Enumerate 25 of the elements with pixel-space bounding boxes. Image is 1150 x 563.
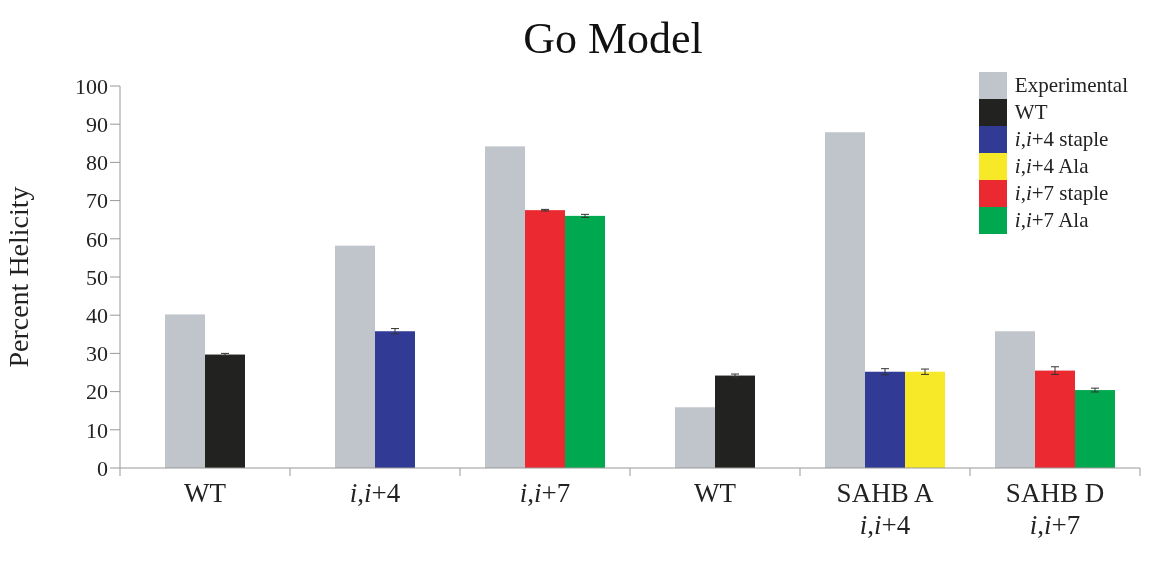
legend-label: i,i+4 Ala (1014, 154, 1089, 178)
x-tick-label: WT (694, 478, 737, 508)
chart-title: Go Model (522, 13, 704, 65)
category-label: SAHB A i,i+4 (836, 478, 934, 540)
y-tick-label: 10 (86, 417, 108, 443)
text: i,i+4 staple (1014, 127, 1109, 151)
x-tick-label: i,i+7 (519, 478, 571, 508)
y-tick-label: 30 (86, 341, 108, 367)
y-tick-label: 60 (86, 226, 108, 252)
y-tick-label: 40 (86, 303, 108, 329)
x-tick-label: WT (184, 478, 227, 508)
y-tick-label: 20 (86, 379, 108, 405)
y-tick-label: 50 (86, 264, 108, 290)
y-axis-title: Percent Helicity (2, 186, 34, 368)
y-tick-label: 80 (86, 150, 108, 176)
legend-label: WT (1014, 100, 1048, 124)
y-tick-label: 100 (75, 73, 108, 99)
y-tick-label: 90 (86, 112, 108, 138)
text: Experimental (1014, 73, 1128, 97)
category-label: SAHB D i,i+7 (1005, 478, 1105, 540)
legend-label: i,i+7 Ala (1014, 208, 1089, 232)
x-tick-label: i,i+4 (349, 478, 401, 508)
text: i,i+7 staple (1014, 181, 1109, 205)
y-tick-label: 0 (97, 455, 108, 481)
y-tick-label: 70 (86, 188, 108, 214)
